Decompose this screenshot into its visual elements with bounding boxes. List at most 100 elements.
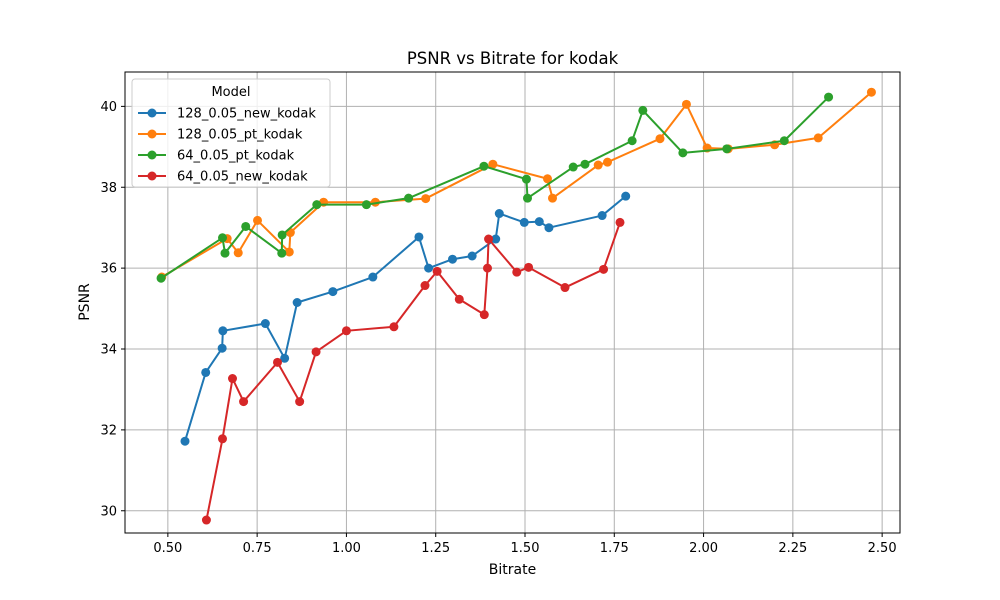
data-point bbox=[368, 272, 378, 282]
x-tick-label: 0.75 bbox=[243, 541, 272, 556]
data-point bbox=[615, 217, 625, 227]
data-point bbox=[421, 194, 431, 204]
legend-label: 64_0.05_new_kodak bbox=[177, 170, 308, 185]
data-point bbox=[277, 248, 287, 258]
data-point bbox=[295, 397, 305, 407]
data-point bbox=[217, 343, 227, 353]
series-layer bbox=[156, 87, 876, 525]
legend-entry: 64_0.05_new_kodak bbox=[138, 170, 308, 185]
data-point bbox=[678, 148, 688, 158]
data-point bbox=[277, 230, 287, 240]
legend-entries: 128_0.05_new_kodak 128_0.05_pt_kodak 64_0.… bbox=[138, 107, 316, 185]
data-point bbox=[494, 209, 504, 219]
series-64_0.05_new_kodak bbox=[201, 217, 625, 525]
x-tick-label: 2.25 bbox=[778, 541, 807, 556]
x-tick-label: 1.00 bbox=[332, 541, 361, 556]
data-point bbox=[681, 99, 691, 109]
data-point bbox=[273, 357, 282, 367]
data-point bbox=[779, 136, 789, 146]
data-point bbox=[201, 515, 211, 525]
data-point bbox=[389, 322, 399, 332]
data-point bbox=[523, 193, 532, 203]
data-point bbox=[543, 174, 552, 184]
legend-swatch-marker bbox=[147, 129, 157, 139]
data-point bbox=[312, 200, 322, 210]
data-point bbox=[341, 326, 351, 336]
y-tick-label: 36 bbox=[100, 262, 117, 277]
data-point bbox=[593, 160, 603, 170]
data-point bbox=[534, 217, 544, 227]
data-point bbox=[228, 374, 237, 384]
data-point bbox=[813, 133, 823, 143]
data-point bbox=[491, 234, 501, 244]
y-axis-label: PSNR bbox=[77, 283, 93, 321]
legend-frame bbox=[131, 78, 331, 188]
legend-label: 128_0.05_pt_kodak bbox=[177, 128, 303, 143]
data-point bbox=[404, 193, 414, 203]
series-64_0.05_pt_kodak bbox=[156, 92, 834, 283]
data-point bbox=[560, 283, 570, 293]
data-point bbox=[627, 136, 637, 146]
data-point bbox=[432, 266, 442, 276]
data-point bbox=[824, 92, 834, 102]
legend-label: 128_0.05_new_kodak bbox=[177, 107, 316, 122]
y-tick-label: 40 bbox=[100, 100, 117, 115]
data-point bbox=[488, 159, 498, 169]
x-tick-label: 1.50 bbox=[511, 541, 540, 556]
x-tick-label: 1.25 bbox=[421, 541, 450, 556]
data-point bbox=[722, 144, 732, 154]
data-point bbox=[233, 248, 243, 258]
x-tick-label: 2.50 bbox=[868, 541, 897, 556]
legend-title: Model bbox=[211, 85, 250, 100]
data-point bbox=[448, 254, 457, 264]
plot-frame bbox=[124, 71, 901, 534]
legend-swatch-marker bbox=[147, 171, 157, 181]
data-point bbox=[328, 287, 338, 297]
x-axis-label: Bitrate bbox=[489, 562, 536, 578]
data-point bbox=[544, 223, 554, 233]
data-point bbox=[414, 232, 424, 242]
data-point bbox=[239, 397, 249, 407]
x-tick-label: 0.50 bbox=[153, 541, 182, 556]
legend-entry: 128_0.05_new_kodak bbox=[138, 107, 316, 122]
data-point bbox=[156, 273, 166, 283]
x-tick-label: 2.00 bbox=[689, 541, 718, 556]
y-tick-label: 38 bbox=[100, 181, 117, 196]
data-point bbox=[638, 105, 648, 115]
data-point bbox=[599, 264, 609, 274]
x-tick-label: 1.75 bbox=[600, 541, 629, 556]
y-tick-label: 30 bbox=[100, 504, 117, 519]
data-point bbox=[424, 263, 434, 273]
data-point bbox=[521, 174, 531, 184]
series-line bbox=[160, 96, 830, 280]
legend: Model 128_0.05_new_kodak 128_0.05_pt_koda… bbox=[131, 78, 331, 188]
data-point bbox=[479, 310, 489, 320]
legend-swatch-marker bbox=[147, 150, 157, 160]
data-point bbox=[218, 326, 228, 336]
grid bbox=[125, 72, 900, 533]
data-point bbox=[241, 221, 251, 231]
data-point bbox=[548, 193, 557, 203]
data-point bbox=[519, 217, 529, 227]
data-point bbox=[253, 215, 262, 225]
data-point bbox=[580, 159, 590, 169]
legend-swatch-marker bbox=[147, 108, 157, 118]
legend-entry: 128_0.05_pt_kodak bbox=[138, 128, 303, 143]
legend-label: 64_0.05_pt_kodak bbox=[177, 149, 295, 164]
data-point bbox=[479, 161, 489, 171]
data-point bbox=[420, 281, 430, 291]
data-point bbox=[484, 234, 494, 244]
data-point bbox=[603, 157, 612, 167]
data-point bbox=[201, 367, 211, 377]
data-point bbox=[866, 87, 876, 97]
data-point bbox=[512, 267, 522, 277]
data-point bbox=[220, 248, 230, 258]
data-point bbox=[311, 347, 321, 357]
legend-entry: 64_0.05_pt_kodak bbox=[138, 149, 295, 164]
y-tick-label: 32 bbox=[100, 423, 117, 438]
data-point bbox=[568, 162, 578, 172]
data-point bbox=[524, 262, 534, 272]
data-point bbox=[180, 436, 190, 446]
